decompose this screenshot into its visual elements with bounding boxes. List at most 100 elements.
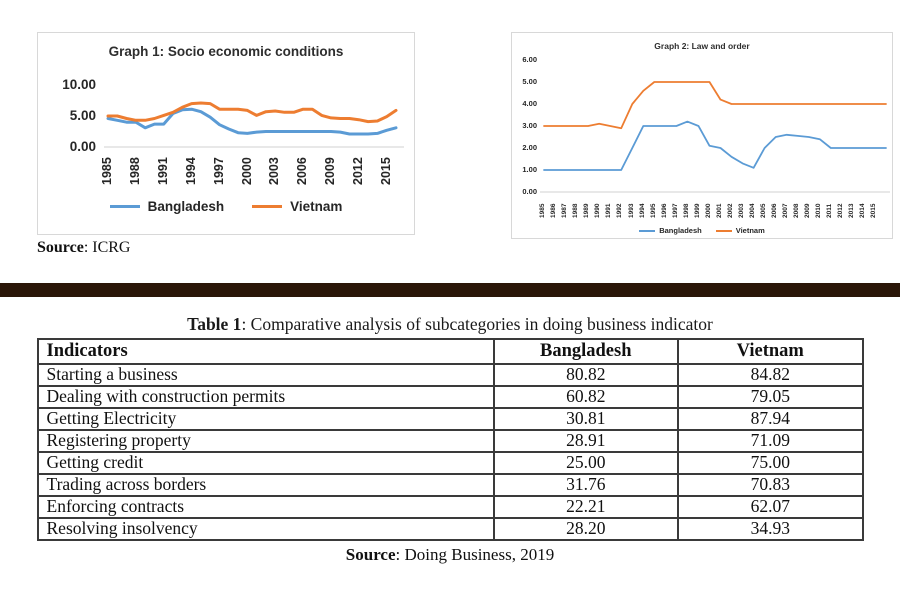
table-row: Resolving insolvency 28.20 34.93 [36,517,864,541]
cell-indicator: Trading across borders [36,473,495,497]
graph2-xtick-2000: 2000 [704,203,712,218]
graph2-xtick-2007: 2007 [781,203,789,218]
cell-vietnam: 34.93 [677,517,864,541]
graph1-xtick-2006: 2006 [295,157,310,185]
graph2-xtick-1988: 1988 [572,203,580,218]
graph1-series-vietnam [106,101,398,124]
table-row: Registering property 28.91 71.09 [36,429,864,453]
cell-indicator: Getting credit [36,451,495,475]
graph2-ytick-1.00: 1.00 [522,165,537,175]
graph2-ytick-5.00: 5.00 [522,77,537,87]
cell-vietnam: 84.82 [677,363,864,387]
graph2-series-bangladesh [543,120,887,171]
graph2-xtick-2012: 2012 [837,203,845,218]
graph2-panel: Graph 2: Law and order 0.00 1.00 2.00 3.00 4.… [511,32,893,239]
table-row: Enforcing contracts 22.21 62.07 [36,495,864,519]
graph2-ytick-2.00: 2.00 [522,143,537,153]
cell-vietnam: 79.05 [677,385,864,409]
graph2-plot [540,81,890,193]
graph2-ytick-3.00: 3.00 [522,121,537,131]
graph2-legend-label-vietnam: Vietnam [735,226,765,235]
graph2-xtick-1994: 1994 [638,203,646,218]
bangladesh-line-swatch-icon [109,204,140,209]
graph2-xtick-2010: 2010 [815,203,823,218]
cell-indicator: Resolving insolvency [36,517,495,541]
table-header-row: Indicators Bangladesh Vietnam [36,338,864,365]
graph2-xtick-1989: 1989 [583,203,591,218]
cell-indicator: Getting Electricity [36,407,495,431]
graph1-series-bangladesh [106,107,398,136]
graph1-xtick-2012: 2012 [351,157,366,185]
cell-bangladesh: 25.00 [492,451,679,475]
graph1-xtick-2015: 2015 [378,157,393,185]
cell-indicator: Starting a business [36,363,495,387]
table-source: Source: Doing Business, 2019 [0,545,900,565]
section-divider [0,283,900,297]
vietnam-line-swatch-icon [252,204,283,209]
graph2-xtick-2013: 2013 [848,203,856,218]
graph1-panel: Graph 1: Socio economic conditions 0.00 5.… [37,32,415,235]
cell-bangladesh: 22.21 [492,495,679,519]
graph2-xtick-1993: 1993 [627,203,635,218]
graph2-xtick-1991: 1991 [605,203,613,218]
graph2-legend-item-bangladesh: Bangladesh [639,226,702,235]
graph2-title: Graph 2: Law and order [654,41,750,51]
graph2-xtick-1995: 1995 [649,203,657,218]
graph1-ytick-0.00: 0.00 [69,138,96,154]
graph1-xtick-1994: 1994 [183,157,198,185]
graph1-xtick-2009: 2009 [323,157,338,185]
cell-bangladesh: 30.81 [492,407,679,431]
graph1-legend: Bangladesh Vietnam [38,199,414,214]
table-row: Dealing with construction permits 60.82 79… [36,385,864,409]
graph2-xtick-2003: 2003 [737,203,745,218]
graph2-xtick-2004: 2004 [748,203,756,218]
graph2-xtick-2014: 2014 [859,203,867,218]
graph2-xtick-2011: 2011 [826,203,834,218]
graph2-xtick-1998: 1998 [682,203,690,218]
table-row: Starting a business 80.82 84.82 [36,363,864,387]
vietnam-line-swatch-icon [715,229,732,232]
cell-vietnam: 75.00 [677,451,864,475]
graph1-xtick-1997: 1997 [211,157,226,185]
cell-bangladesh: 31.76 [492,473,679,497]
graph1-xtick-2003: 2003 [267,157,282,185]
graph2-xtick-2015: 2015 [870,203,878,218]
cell-vietnam: 70.83 [677,473,864,497]
graph1-legend-item-vietnam: Vietnam [252,199,342,214]
graph2-ytick-0.00: 0.00 [522,187,537,197]
doing-business-table: Indicators Bangladesh Vietnam Starting a b… [36,338,864,541]
graph1-xtick-1988: 1988 [128,157,143,185]
graph1-plot [104,101,404,148]
table-source-text: : Doing Business, 2019 [395,545,555,564]
graph1-legend-label-bangladesh: Bangladesh [147,199,225,214]
table-row: Trading across borders 31.76 70.83 [36,473,864,497]
cell-indicator: Registering property [36,429,495,453]
cell-indicator: Enforcing contracts [36,495,495,519]
column-header-vietnam: Vietnam [677,338,864,365]
graph2-ytick-4.00: 4.00 [522,99,537,109]
graph2-xtick-1986: 1986 [550,203,558,218]
graph2-xtick-1992: 1992 [616,203,624,218]
graph1-xtick-1985: 1985 [100,157,115,185]
graph2-xtick-2005: 2005 [759,203,767,218]
graph1-source-label: Source [37,239,84,256]
graph2-ytick-6.00: 6.00 [522,55,537,65]
table-source-label: Source [345,545,396,564]
bangladesh-line-swatch-icon [639,229,656,232]
graph1-legend-item-bangladesh: Bangladesh [109,199,225,214]
graph1-legend-label-vietnam: Vietnam [290,199,343,214]
table-title-number: Table 1 [187,314,242,334]
cell-vietnam: 71.09 [677,429,864,453]
table-row: Getting Electricity 30.81 87.94 [36,407,864,431]
table-row: Getting credit 25.00 75.00 [36,451,864,475]
graph2-xtick-1985: 1985 [539,203,547,218]
graph2-xtick-2001: 2001 [715,203,723,218]
cell-bangladesh: 28.91 [492,429,679,453]
graph2-xtick-1997: 1997 [671,203,679,218]
cell-vietnam: 87.94 [677,407,864,431]
graph2-series-vietnam [543,81,887,130]
cell-bangladesh: 60.82 [492,385,679,409]
graph2-xtick-1990: 1990 [594,203,602,218]
graph1-xtick-2000: 2000 [239,157,254,185]
